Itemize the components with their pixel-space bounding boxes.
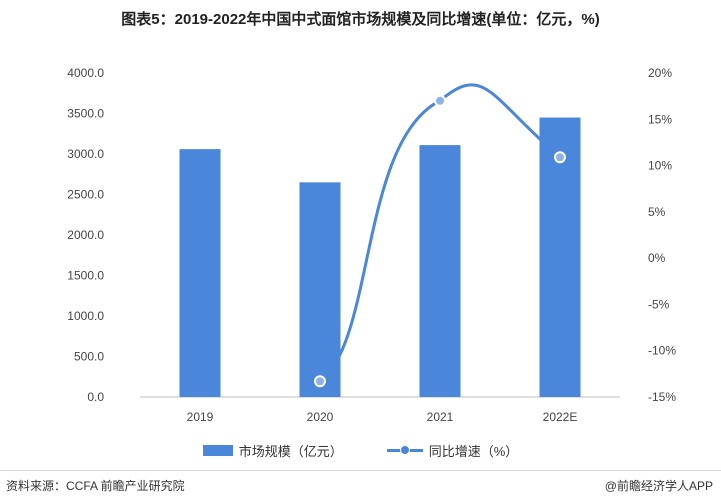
- legend-line-swatch: [386, 444, 423, 456]
- x-tick-label: 2022E: [543, 410, 578, 424]
- y-left-tick-label: 1500.0: [67, 269, 104, 283]
- legend: 市场规模（亿元） 同比增速（%）: [0, 440, 721, 460]
- growth-rate-line: [318, 83, 562, 383]
- y-left-tick-label: 500.0: [74, 350, 104, 364]
- y-right-tick-label: -15%: [648, 390, 676, 404]
- legend-item-growth-rate: 同比增速（%）: [386, 441, 519, 460]
- bar-2021: [419, 145, 461, 397]
- legend-item-market-size: 市场规模（亿元）: [202, 441, 343, 460]
- y-right-tick-label: 0%: [648, 251, 666, 265]
- bar-2019: [179, 149, 221, 397]
- growth-point-2020: [314, 375, 326, 388]
- x-tick-label: 2019: [187, 410, 214, 424]
- y-left-tick-label: 2000.0: [67, 228, 104, 242]
- legend-bar-swatch: [202, 444, 233, 456]
- y-left-tick-label: 2500.0: [67, 188, 104, 202]
- y-left-tick-label: 1000.0: [67, 309, 104, 323]
- y-left-tick-label: 0.0: [87, 390, 104, 404]
- y-right-tick-label: 10%: [648, 159, 672, 173]
- y-right-tick-label: 20%: [648, 66, 672, 80]
- source-note: 资料来源：CCFA 前瞻产业研究院: [6, 479, 185, 493]
- y-left-tick-label: 3500.0: [67, 107, 104, 121]
- x-tick-label: 2020: [307, 410, 334, 424]
- y-right-tick-label: 5%: [648, 205, 666, 219]
- y-right-tick-label: -5%: [648, 297, 670, 311]
- y-right-tick-label: -10%: [648, 344, 676, 358]
- chart: 0.0 500.0 1000.0 1500.0 2000.0 2500.0 3000.0 35…: [67, 66, 676, 424]
- growth-point-2022E: [554, 151, 566, 164]
- y-right-tick-label: 15%: [648, 112, 672, 126]
- y-left-tick-label: 4000.0: [67, 66, 104, 80]
- x-tick-label: 2021: [427, 410, 454, 424]
- legend-label-growth-rate: 同比增速（%）: [428, 443, 519, 459]
- bar-2020: [299, 182, 341, 397]
- footer-divider: [0, 470, 721, 471]
- legend-label-market-size: 市场规模（亿元）: [238, 443, 343, 459]
- brand-credit: @前瞻经济学人APP: [604, 479, 713, 493]
- growth-point-2021: [434, 94, 446, 107]
- bar-2022E: [539, 117, 581, 398]
- chart-title: 图表5：2019-2022年中国中式面馆市场规模及同比增速(单位：亿元，%): [121, 11, 600, 28]
- y-left-tick-label: 3000.0: [67, 147, 104, 161]
